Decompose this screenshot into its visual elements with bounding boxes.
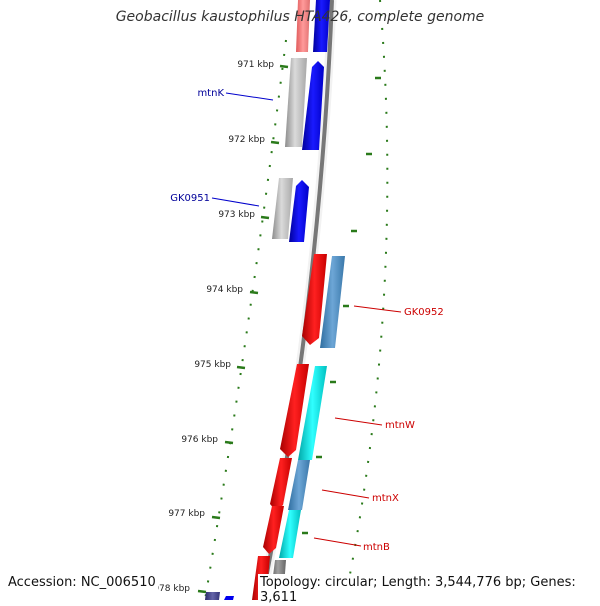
gene-labels[interactable]: mtnK GK0951 GK0952 mtnW mtnX mtnB [170,88,444,553]
outer-tick-marks [302,76,381,535]
label-leaders [211,92,402,547]
gene-mtnK-blocks [285,58,324,150]
genome-summary: Topology: circular; Length: 3,544,776 bp… [258,574,600,606]
gene-mtnW-shadow [298,366,327,460]
map-title: Geobacillus kaustophilus HTA426, complet… [115,9,485,25]
gene-mtnK-shadow [285,58,307,147]
gene-GK0952-arrow [302,254,327,345]
gene-mtnX-arrow [270,458,292,511]
gene-mtnW-arrow [280,364,309,457]
gene-GK0951-shadow [272,178,293,239]
gene-label-mtnB[interactable]: mtnB [363,542,390,553]
accession-label: Accession: NC_006510 [6,574,158,591]
tick-label: 977 kbp [168,509,205,519]
gene-mtnB-shadow [279,510,301,558]
gene-mtnX-blocks [270,458,310,511]
gene-GK0951-blocks [272,178,309,242]
gene-GK0951-arrow [289,180,309,242]
tick-label: 976 kbp [181,435,218,445]
tick-label: 975 kbp [194,360,231,370]
gene-GK0952-blocks [302,254,345,348]
tick-labels: 971 kbp 972 kbp 973 kbp 974 kbp 975 kbp … [153,60,274,594]
gene-GK0952-shadow [320,256,345,348]
gene-label-mtnX[interactable]: mtnX [372,493,399,504]
gene-mtnK-arrow [302,61,324,150]
gene-mtnX-shadow [288,460,310,510]
gene-label-GK0952[interactable]: GK0952 [404,307,444,318]
tick-label: 978 kbp [153,584,190,594]
gene-blocks-top [296,0,330,52]
tick-label: 972 kbp [228,135,265,145]
tick-label: 974 kbp [206,285,243,295]
gene-mtnB-arrow [263,506,284,554]
gene-label-GK0951[interactable]: GK0951 [170,193,210,204]
gene-mtnW-blocks [280,364,327,460]
gene-label-mtnW[interactable]: mtnW [385,420,415,431]
tick-label: 971 kbp [237,60,274,70]
gene-mtnB-blocks [263,506,301,558]
gene-label-mtnK[interactable]: mtnK [197,88,224,99]
tick-label: 973 kbp [218,210,255,220]
tick-marks [197,64,289,594]
outer-ring-border [344,0,389,600]
